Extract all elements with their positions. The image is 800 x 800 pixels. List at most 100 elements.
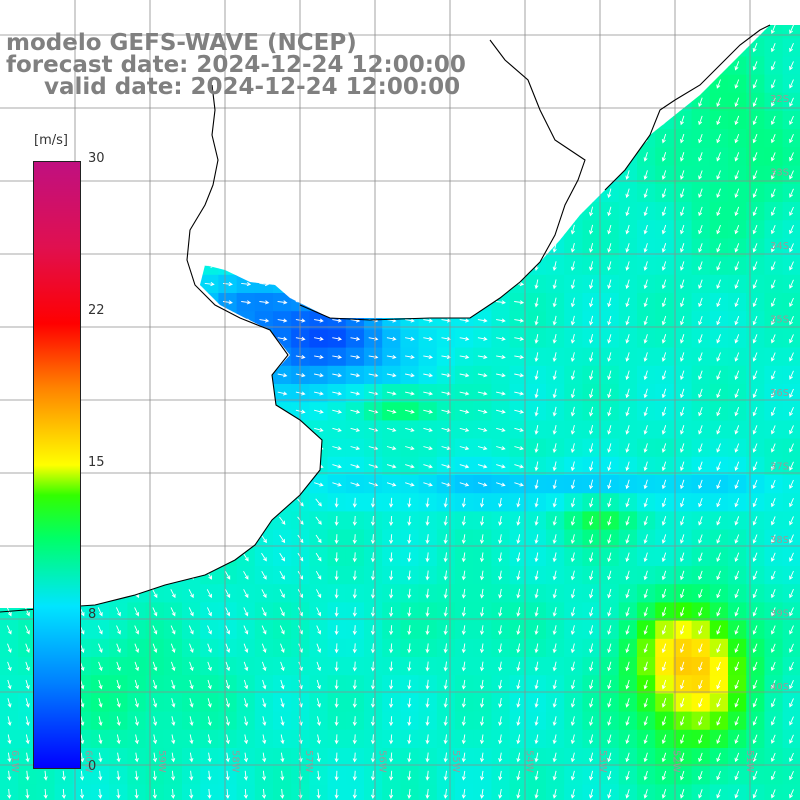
wind-arrow (334, 716, 339, 727)
wind-arrow (170, 643, 176, 653)
wind-arrow (734, 516, 740, 526)
wind-arrow (334, 752, 339, 763)
wind-arrow (332, 209, 343, 214)
wind-arrow (607, 734, 612, 745)
wind-cell (254, 220, 274, 239)
wind-cell (345, 147, 365, 167)
wind-arrow (625, 643, 630, 654)
wind-arrow (350, 227, 361, 232)
wind-arrow (534, 243, 539, 253)
wind-arrow (113, 427, 124, 432)
wind-arrow (459, 154, 470, 159)
wind-arrow (4, 263, 15, 268)
wind-arrow (516, 607, 521, 617)
wind-arrow (680, 61, 685, 71)
wind-cell (564, 25, 583, 39)
wind-arrow (441, 45, 452, 50)
wind-arrow (352, 534, 357, 545)
wind-arrow (332, 354, 343, 360)
wind-arrow (716, 607, 721, 617)
wind-arrow (386, 300, 397, 305)
wind-cell (182, 365, 201, 385)
wind-arrow (643, 625, 648, 635)
wind-cell (236, 129, 256, 148)
wind-arrow (314, 373, 324, 378)
wind-arrow (314, 336, 324, 341)
wind-arrow (168, 391, 179, 396)
wind-arrow (770, 516, 776, 526)
wind-arrow (734, 315, 740, 326)
wind-arrow (698, 734, 703, 744)
wind-arrow (680, 516, 685, 526)
wind-arrow (170, 589, 176, 599)
wind-cell (18, 92, 37, 112)
wind-cell (582, 25, 602, 39)
wind-cell (400, 202, 420, 221)
wind-cell (91, 165, 110, 185)
wind-arrow (498, 607, 503, 617)
wind-arrow (262, 734, 267, 745)
wind-arrow (206, 589, 212, 599)
wind-arrow (150, 318, 161, 323)
wind-arrow (514, 464, 524, 469)
wind-arrow (716, 570, 721, 581)
wind-cell (382, 293, 401, 312)
wind-arrow (514, 26, 525, 31)
wind-arrow (514, 117, 525, 123)
wind-cell (327, 183, 347, 203)
wind-arrow (151, 552, 158, 562)
wind-arrow (405, 318, 415, 323)
wind-cell (91, 475, 110, 494)
wind-arrow (222, 154, 233, 159)
wind-cell (509, 129, 529, 148)
wind-arrow (279, 516, 286, 525)
wind-cell (236, 438, 256, 458)
wind-arrow (131, 245, 142, 250)
wind-cell (145, 147, 165, 167)
wind-cell (673, 38, 693, 57)
wind-cell (618, 56, 638, 76)
wind-arrow (770, 552, 776, 562)
wind-arrow (661, 206, 667, 217)
wind-arrow (734, 552, 740, 562)
wind-arrow (404, 99, 415, 104)
wind-arrow (224, 498, 231, 507)
wind-arrow (352, 588, 357, 599)
wind-arrow (332, 154, 343, 159)
wind-cell (655, 25, 674, 39)
wind-arrow (6, 516, 13, 525)
wind-cell (91, 347, 110, 367)
wind-arrow (405, 391, 415, 396)
wind-arrow (716, 25, 721, 35)
wind-arrow (643, 315, 648, 326)
wind-arrow (625, 698, 630, 708)
wind-cell (182, 475, 201, 494)
wind-arrow (514, 45, 525, 50)
wind-cell (236, 202, 256, 221)
wind-arrow (716, 315, 721, 326)
wind-cell (455, 111, 474, 130)
wind-arrow (131, 117, 142, 123)
wind-arrow (22, 81, 33, 86)
wind-arrow (752, 406, 758, 417)
wind-arrow (643, 588, 648, 599)
wind-arrow (4, 409, 15, 414)
wind-cell (218, 420, 238, 440)
wind-arrow (133, 498, 140, 507)
wind-cell (0, 129, 19, 148)
wind-cell (0, 438, 19, 458)
wind-arrow (132, 354, 142, 360)
wind-arrow (368, 172, 379, 177)
wind-arrow (404, 45, 415, 50)
wind-arrow (789, 97, 794, 107)
wind-arrow (389, 716, 394, 727)
wind-arrow (625, 206, 630, 217)
wind-cell (291, 147, 310, 167)
wind-arrow (262, 698, 267, 708)
wind-arrow (552, 152, 557, 162)
wind-arrow (498, 516, 503, 526)
wind-cell (109, 347, 128, 367)
wind-arrow (241, 117, 252, 123)
wind-arrow (407, 625, 412, 636)
wind-arrow (97, 516, 104, 525)
